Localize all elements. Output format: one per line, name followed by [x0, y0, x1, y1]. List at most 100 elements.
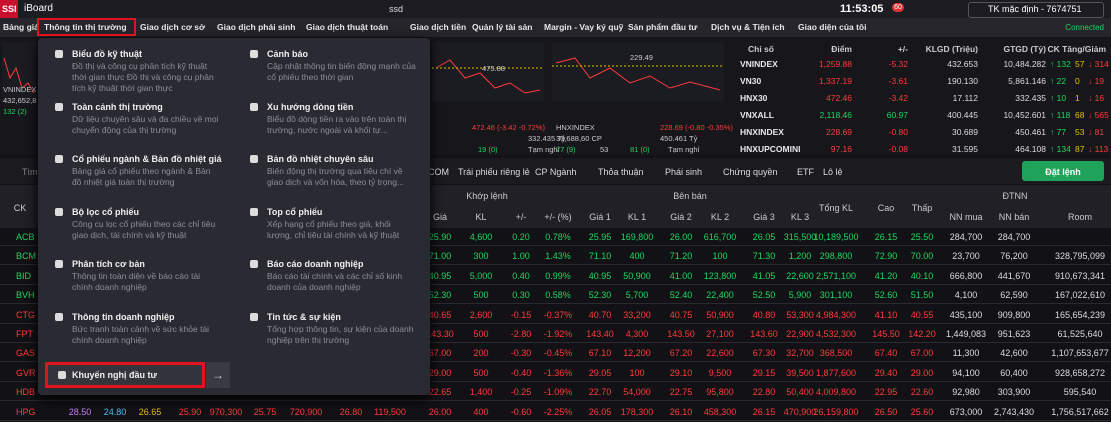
- menu-icon: [55, 207, 63, 216]
- nav-item[interactable]: Dịch vụ & Tiện ích: [711, 22, 785, 32]
- symbol[interactable]: CTG: [16, 309, 35, 320]
- nav-item[interactable]: Bảng giá: [3, 22, 39, 32]
- cell: 26.65: [138, 406, 162, 417]
- filter-tab[interactable]: COM: [428, 167, 449, 177]
- filter-tab[interactable]: Trái phiếu riêng lẻ: [458, 167, 530, 177]
- menu-title[interactable]: Khuyến nghị đầu tư: [72, 370, 158, 380]
- nav-item[interactable]: Giao diện của tôi: [798, 22, 867, 32]
- menu-title[interactable]: Báo cáo doanh nghiệp: [267, 259, 364, 269]
- order-button-label[interactable]: Đặt lệnh: [1045, 167, 1081, 177]
- cell: 41.05: [752, 270, 776, 281]
- search-input[interactable]: Tìm: [22, 167, 38, 177]
- nav-item[interactable]: Giao dịch phái sinh: [217, 22, 296, 32]
- nav-item[interactable]: Giao dịch thuật toán: [306, 22, 389, 32]
- symbol[interactable]: BVH: [16, 290, 35, 301]
- cell: 92,980: [952, 387, 980, 398]
- index-name: HNX30: [740, 93, 768, 103]
- highlight-item[interactable]: [45, 362, 205, 388]
- index-cell: 450.461: [1015, 127, 1046, 137]
- cell: 5,000: [469, 270, 493, 281]
- filter-tab[interactable]: CP Ngành: [535, 167, 577, 177]
- index-cell: 31.595: [952, 144, 978, 154]
- order-button[interactable]: [1022, 161, 1104, 181]
- account[interactable]: TK mặc định - 7674751: [988, 4, 1082, 14]
- cell: 4,100: [954, 290, 978, 301]
- arrow-button[interactable]: →: [206, 362, 230, 388]
- cell: 25.95: [588, 232, 612, 242]
- index-name: VNINDEX: [740, 59, 778, 69]
- menu-title[interactable]: Bộ lọc cổ phiếu: [72, 206, 140, 217]
- cell: 26.05: [588, 406, 612, 417]
- symbol[interactable]: GAS: [16, 348, 36, 359]
- cell: 22.65: [428, 387, 452, 398]
- menu-title[interactable]: Top cổ phiếu: [267, 206, 323, 217]
- cell: 1,200: [788, 251, 812, 262]
- menu-desc: Tổng hợp thông tin, sự kiện của doanh ng…: [267, 323, 414, 345]
- menu-title[interactable]: Cảnh báo: [267, 49, 309, 59]
- cell: -1.36%: [543, 367, 573, 378]
- cell: 41.00: [669, 270, 693, 281]
- cell: 500: [473, 367, 489, 378]
- menu-title[interactable]: Biểu đồ kỹ thuật: [72, 49, 143, 59]
- cell: 0.40: [512, 270, 530, 281]
- card-text: 81 (0): [630, 145, 650, 154]
- cell: 910,673,341: [1054, 270, 1106, 281]
- connection-status: Connected: [1065, 23, 1104, 32]
- menu-icon: [55, 312, 63, 321]
- symbol[interactable]: ACB: [16, 232, 35, 242]
- symbol[interactable]: HPG: [16, 406, 36, 417]
- symbol[interactable]: HDB: [16, 387, 36, 398]
- nav-item[interactable]: Sản phẩm đầu tư: [628, 22, 698, 32]
- filter-tab[interactable]: Lô lẻ: [823, 167, 843, 177]
- cell: 165,654,239: [1054, 309, 1106, 320]
- symbol[interactable]: FPT: [16, 329, 33, 339]
- cell: 400: [473, 406, 489, 417]
- cell: 720,900: [289, 406, 323, 417]
- unchanged: 53: [1075, 127, 1085, 137]
- advancers: 10: [1050, 92, 1066, 104]
- cell: 23,700: [952, 251, 980, 262]
- menu-title[interactable]: Xu hướng dòng tiền: [267, 101, 354, 112]
- cell: 26.80: [339, 406, 363, 417]
- account-button[interactable]: [968, 2, 1104, 18]
- nav-item[interactable]: Giao dịch cơ sở: [140, 22, 205, 32]
- card-text: 228.69 (-0.80 -0.35%): [660, 123, 733, 132]
- menu-title[interactable]: Tin tức & sự kiện: [267, 311, 341, 322]
- cell: 1,107,653,677: [1051, 348, 1109, 359]
- menu-title[interactable]: Phân tích cơ bản: [72, 259, 145, 269]
- symbol[interactable]: BCM: [16, 251, 36, 262]
- col-header: Giá: [432, 212, 448, 222]
- cell: 458,300: [703, 406, 737, 417]
- cell: 40.80: [752, 309, 776, 320]
- menu-desc: Biến động thị trường qua tiêu chí về gia…: [267, 166, 405, 187]
- filter-tab[interactable]: ETF: [797, 167, 814, 177]
- cell: 40.55: [910, 309, 934, 320]
- nav-item[interactable]: Margin - Vay ký quỹ: [544, 22, 624, 32]
- mini-charts: [2, 42, 724, 102]
- symbol[interactable]: BID: [16, 270, 32, 281]
- cell: 42,600: [1000, 348, 1028, 359]
- menu-title[interactable]: Cổ phiếu ngành & Bản đồ nhiệt giá: [72, 154, 222, 164]
- top-bar: [0, 0, 1111, 18]
- filter-tab[interactable]: Chứng quyền: [723, 167, 778, 177]
- nav-item[interactable]: Quản lý tài sản: [472, 22, 533, 32]
- card-text: Tạm nghỉ: [528, 145, 560, 154]
- menu-desc: Bức tranh toàn cảnh về sức khỏe tài chín…: [72, 323, 210, 345]
- symbol[interactable]: GVR: [16, 367, 36, 378]
- filter-tab[interactable]: Thỏa thuận: [598, 167, 644, 177]
- nav-item[interactable]: Thông tin thị trường: [44, 22, 127, 32]
- cell: 0.20: [512, 232, 530, 242]
- menu-title[interactable]: Bản đồ nhiệt chuyên sâu: [267, 154, 374, 164]
- filter-tab[interactable]: Phái sinh: [665, 167, 703, 177]
- menu-icon: [250, 155, 258, 163]
- cell: 52.40: [669, 290, 693, 301]
- cell: -0.30: [510, 348, 532, 359]
- cell: 4,532,300: [815, 329, 857, 339]
- index-cell: 228.69: [826, 127, 852, 137]
- menu-title[interactable]: Toàn cảnh thị trường: [72, 101, 163, 112]
- cell: 12,200: [623, 348, 651, 359]
- nav-item[interactable]: Giao dịch tiền: [410, 22, 467, 32]
- index-cell: 432.653: [947, 59, 978, 69]
- menu-title[interactable]: Thông tin doanh nghiệp: [72, 311, 175, 322]
